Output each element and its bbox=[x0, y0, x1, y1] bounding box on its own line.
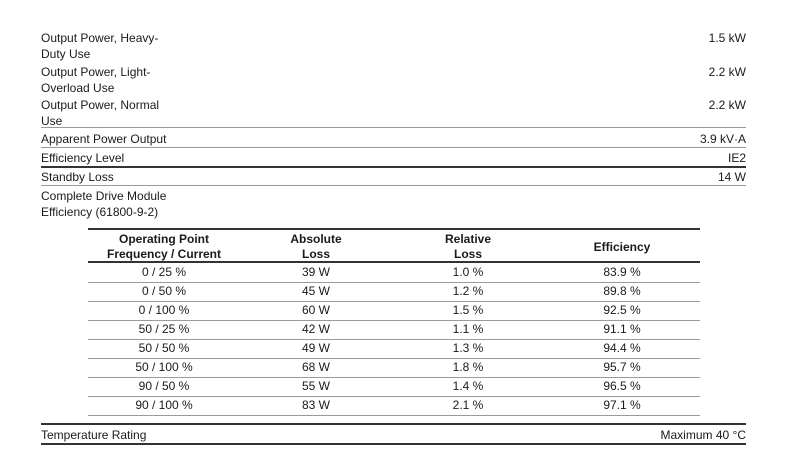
spec-label: Output Power, Heavy- Duty Use bbox=[41, 31, 159, 61]
cell-relative-loss: 1.2 % bbox=[452, 284, 484, 298]
spec-value: 2.2 kW bbox=[708, 65, 746, 79]
table-row: 90 / 100 % 83 W 2.1 % 97.1 % bbox=[88, 396, 700, 416]
divider bbox=[41, 185, 746, 186]
cell-relative-loss: 1.8 % bbox=[452, 360, 484, 374]
cell-relative-loss: 1.4 % bbox=[452, 379, 484, 393]
cell-operating-point: 0 / 50 % bbox=[141, 284, 187, 298]
spec-value: 3.9 kV·A bbox=[699, 132, 746, 146]
table-header-rule bbox=[88, 261, 700, 263]
divider bbox=[41, 127, 746, 128]
table-row: 50 / 25 % 42 W 1.1 % 91.1 % bbox=[88, 320, 700, 340]
table-row: 50 / 100 % 68 W 1.8 % 95.7 % bbox=[88, 358, 700, 378]
spec-label: Output Power, Normal Use bbox=[41, 98, 160, 128]
cell-operating-point: 50 / 50 % bbox=[138, 341, 190, 355]
table-row: 90 / 50 % 55 W 1.4 % 96.5 % bbox=[88, 377, 700, 397]
spec-label: Apparent Power Output bbox=[41, 132, 167, 146]
spec-label: Output Power, Light- Overload Use bbox=[41, 65, 151, 95]
cell-efficiency: 91.1 % bbox=[603, 322, 641, 336]
spec-label: Efficiency Level bbox=[41, 151, 125, 165]
column-header-efficiency: Efficiency bbox=[593, 240, 651, 254]
cell-efficiency: 96.5 % bbox=[603, 379, 641, 393]
spec-label: Standby Loss bbox=[41, 170, 114, 184]
column-header-relative-loss: Relative Loss bbox=[444, 232, 492, 261]
cell-relative-loss: 1.5 % bbox=[452, 303, 484, 317]
divider bbox=[41, 166, 746, 168]
spec-value: IE2 bbox=[727, 151, 746, 165]
cell-efficiency: 89.8 % bbox=[603, 284, 641, 298]
column-header-absolute-loss: Absolute Loss bbox=[290, 232, 342, 261]
cell-absolute-loss: 42 W bbox=[301, 322, 330, 336]
spec-value: 14 W bbox=[717, 170, 746, 184]
cell-operating-point: 90 / 100 % bbox=[135, 398, 193, 412]
cell-absolute-loss: 55 W bbox=[301, 379, 330, 393]
cell-relative-loss: 1.1 % bbox=[452, 322, 484, 336]
table-row: 50 / 50 % 49 W 1.3 % 94.4 % bbox=[88, 339, 700, 359]
cell-operating-point: 0 / 100 % bbox=[138, 303, 190, 317]
cell-operating-point: 50 / 25 % bbox=[138, 322, 190, 336]
table-row: 0 / 50 % 45 W 1.2 % 89.8 % bbox=[88, 282, 700, 302]
temperature-value: Maximum 40 °C bbox=[660, 428, 746, 442]
cell-absolute-loss: 45 W bbox=[301, 284, 330, 298]
column-header-operating-point: Operating Point Frequency / Current bbox=[106, 232, 222, 261]
spec-value: 1.5 kW bbox=[708, 31, 746, 45]
cell-absolute-loss: 49 W bbox=[301, 341, 330, 355]
spec-value: 2.2 kW bbox=[708, 98, 746, 112]
temperature-label: Temperature Rating bbox=[41, 428, 147, 442]
cell-efficiency: 97.1 % bbox=[603, 398, 641, 412]
cell-relative-loss: 2.1 % bbox=[452, 398, 484, 412]
cell-operating-point: 0 / 25 % bbox=[141, 265, 187, 279]
cell-absolute-loss: 83 W bbox=[301, 398, 330, 412]
table-row: 0 / 100 % 60 W 1.5 % 92.5 % bbox=[88, 301, 700, 321]
cell-efficiency: 92.5 % bbox=[603, 303, 641, 317]
spec-label: Complete Drive Module Efficiency (61800-… bbox=[41, 189, 167, 219]
cell-relative-loss: 1.3 % bbox=[452, 341, 484, 355]
table-top-rule bbox=[88, 228, 700, 230]
cell-efficiency: 83.9 % bbox=[603, 265, 641, 279]
divider bbox=[41, 443, 746, 445]
divider bbox=[41, 147, 746, 148]
cell-relative-loss: 1.0 % bbox=[452, 265, 484, 279]
cell-operating-point: 90 / 50 % bbox=[138, 379, 190, 393]
cell-efficiency: 94.4 % bbox=[603, 341, 641, 355]
cell-efficiency: 95.7 % bbox=[603, 360, 641, 374]
cell-absolute-loss: 68 W bbox=[301, 360, 330, 374]
cell-operating-point: 50 / 100 % bbox=[135, 360, 193, 374]
cell-absolute-loss: 39 W bbox=[301, 265, 330, 279]
table-row: 0 / 25 % 39 W 1.0 % 83.9 % bbox=[88, 263, 700, 283]
divider bbox=[41, 423, 746, 425]
cell-absolute-loss: 60 W bbox=[301, 303, 330, 317]
